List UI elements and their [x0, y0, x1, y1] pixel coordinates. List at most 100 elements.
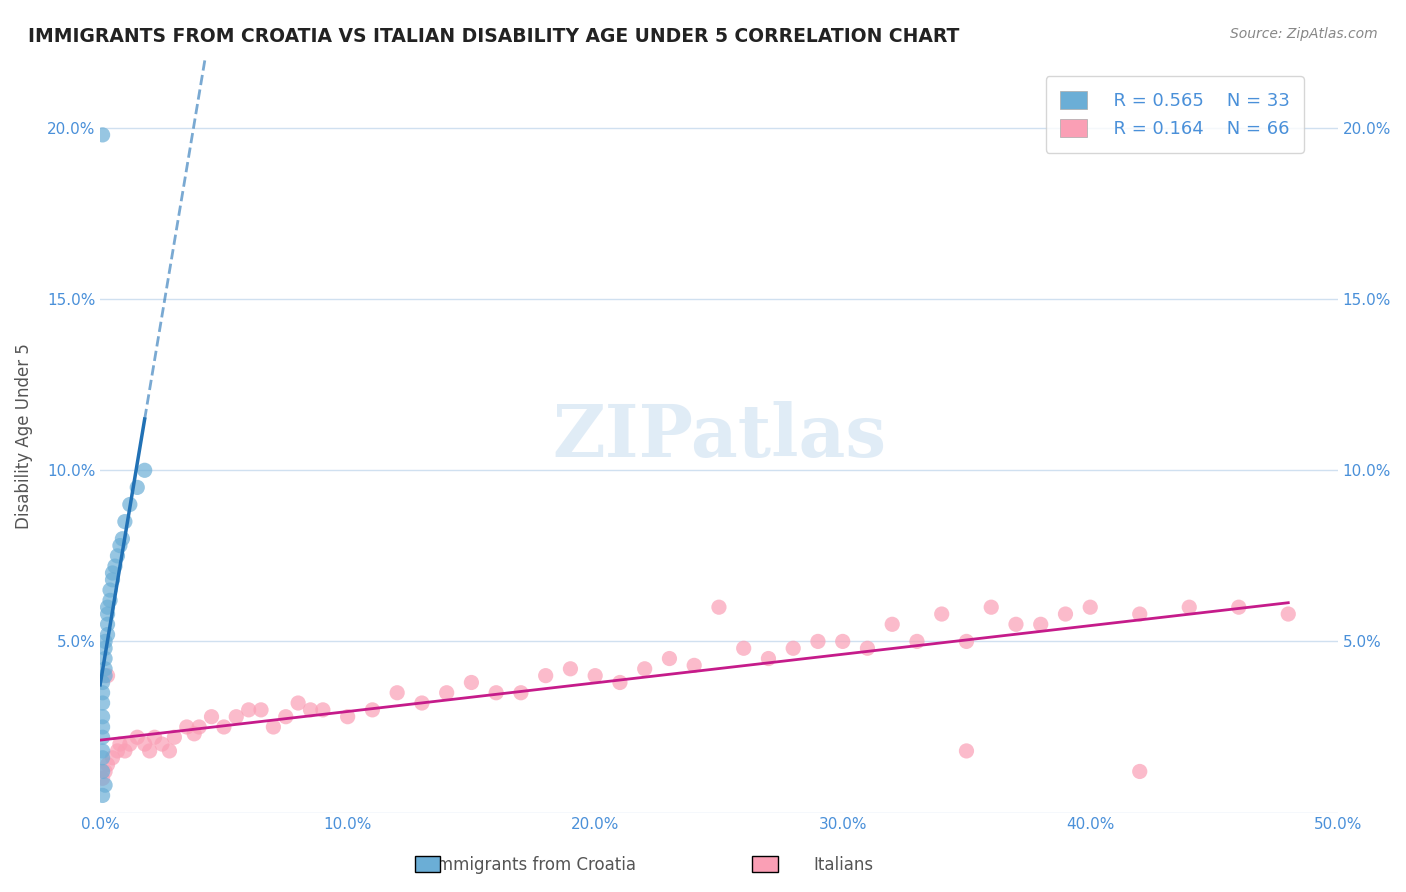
Point	[411, 696, 433, 710]
Point	[91, 751, 114, 765]
Point	[534, 668, 557, 682]
Point	[1227, 600, 1250, 615]
Point	[560, 662, 582, 676]
Point	[91, 128, 114, 142]
Point	[91, 772, 114, 786]
Point	[91, 731, 114, 745]
Point	[91, 709, 114, 723]
Point	[114, 515, 136, 529]
Text: Immigrants from Croatia: Immigrants from Croatia	[432, 856, 637, 874]
Point	[101, 566, 124, 580]
Point	[111, 532, 134, 546]
Point	[96, 607, 118, 621]
Point	[312, 703, 335, 717]
Point	[118, 737, 141, 751]
Point	[150, 737, 173, 751]
Point	[1054, 607, 1077, 621]
Point	[96, 668, 118, 682]
Point	[127, 731, 149, 745]
Point	[758, 651, 780, 665]
Point	[485, 686, 508, 700]
Point	[94, 668, 117, 682]
Point	[274, 709, 297, 723]
Point	[856, 641, 879, 656]
Point	[94, 641, 117, 656]
Point	[831, 634, 853, 648]
Point	[143, 731, 166, 745]
Point	[882, 617, 904, 632]
Point	[98, 593, 121, 607]
Point	[1178, 600, 1201, 615]
Point	[385, 686, 408, 700]
Point	[583, 668, 606, 682]
Point	[107, 744, 129, 758]
Point	[436, 686, 458, 700]
Point	[96, 600, 118, 615]
Point	[96, 627, 118, 641]
Legend:   R = 0.565    N = 33,   R = 0.164    N = 66: R = 0.565 N = 33, R = 0.164 N = 66	[1046, 76, 1303, 153]
Point	[188, 720, 211, 734]
Point	[225, 709, 247, 723]
Point	[609, 675, 631, 690]
Point	[460, 675, 482, 690]
Point	[91, 744, 114, 758]
Point	[1029, 617, 1052, 632]
Point	[96, 617, 118, 632]
Text: ZIPatlas: ZIPatlas	[553, 401, 886, 472]
Point	[101, 751, 124, 765]
Point	[509, 686, 531, 700]
Point	[1277, 607, 1299, 621]
Point	[176, 720, 198, 734]
Point	[94, 778, 117, 792]
Point	[163, 731, 186, 745]
Point	[107, 549, 129, 563]
Point	[931, 607, 953, 621]
Point	[1078, 600, 1101, 615]
Point	[262, 720, 284, 734]
Point	[336, 709, 359, 723]
Point	[91, 789, 114, 803]
Point	[138, 744, 160, 758]
Point	[159, 744, 181, 758]
Point	[905, 634, 928, 648]
Point	[118, 498, 141, 512]
Point	[134, 463, 156, 477]
Point	[96, 757, 118, 772]
Text: Source: ZipAtlas.com: Source: ZipAtlas.com	[1230, 27, 1378, 41]
Point	[127, 480, 149, 494]
Point	[955, 634, 977, 648]
Point	[91, 764, 114, 779]
Y-axis label: Disability Age Under 5: Disability Age Under 5	[15, 343, 32, 529]
Point	[91, 696, 114, 710]
Point	[807, 634, 830, 648]
Text: IMMIGRANTS FROM CROATIA VS ITALIAN DISABILITY AGE UNDER 5 CORRELATION CHART: IMMIGRANTS FROM CROATIA VS ITALIAN DISAB…	[28, 27, 959, 45]
Point	[287, 696, 309, 710]
Point	[212, 720, 235, 734]
Point	[94, 634, 117, 648]
Point	[250, 703, 273, 717]
Point	[707, 600, 730, 615]
Point	[91, 675, 114, 690]
Point	[683, 658, 706, 673]
Point	[94, 662, 117, 676]
Point	[114, 744, 136, 758]
Point	[101, 573, 124, 587]
Point	[200, 709, 222, 723]
Point	[108, 539, 131, 553]
Point	[94, 764, 117, 779]
Point	[238, 703, 260, 717]
Point	[1129, 607, 1152, 621]
Point	[733, 641, 755, 656]
Point	[782, 641, 804, 656]
Point	[955, 744, 977, 758]
Point	[183, 727, 205, 741]
Point	[980, 600, 1002, 615]
Point	[1005, 617, 1028, 632]
Point	[108, 737, 131, 751]
Text: Italians: Italians	[814, 856, 873, 874]
Point	[91, 720, 114, 734]
Point	[658, 651, 681, 665]
Point	[91, 686, 114, 700]
Point	[361, 703, 384, 717]
Point	[134, 737, 156, 751]
